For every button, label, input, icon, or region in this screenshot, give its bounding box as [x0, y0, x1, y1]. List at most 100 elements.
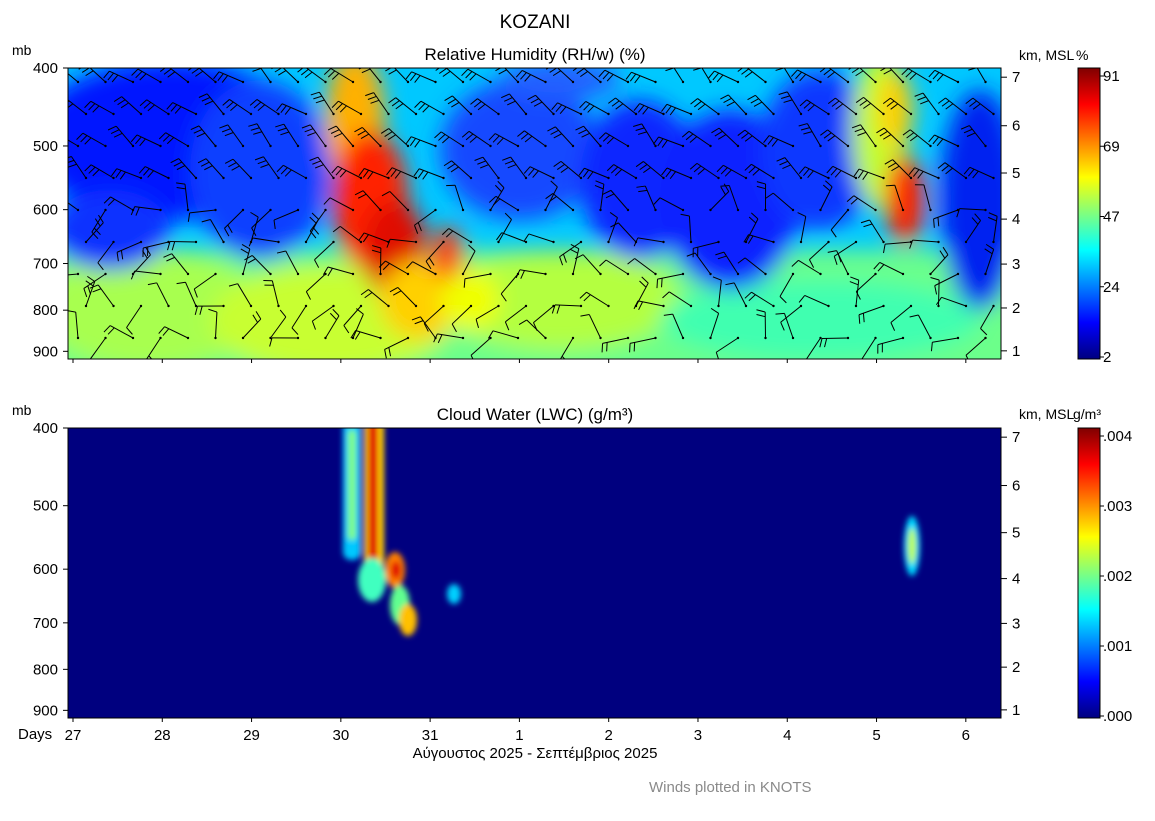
wind-barb-dot: [497, 304, 500, 308]
wind-barb-dot: [469, 240, 473, 244]
wind-barb-flag: [515, 70, 523, 78]
wind-barb-flag: [330, 129, 340, 134]
wind-barb-dot: [964, 112, 968, 116]
wind-barb: [505, 305, 527, 323]
wind-barb: [260, 68, 271, 83]
wind-barb-flag: [364, 292, 373, 299]
wind-barb-flag: [158, 132, 167, 140]
wind-barb-flag: [835, 103, 844, 110]
wind-barb-dot: [332, 112, 335, 116]
lwc-pressure-tick-label: 800: [33, 661, 58, 678]
wind-barb-flag: [689, 136, 698, 143]
wind-barb-flag: [291, 327, 299, 335]
wind-barb-flag: [120, 250, 124, 260]
wind-barb-flag: [880, 68, 887, 72]
wind-barb-flag: [68, 159, 75, 163]
wind-barb: [462, 250, 476, 275]
rh-pressure-tick-label: 600: [33, 202, 58, 219]
wind-barb-dot: [159, 272, 162, 276]
wind-barb: [733, 282, 747, 307]
wind-barb-dot: [984, 208, 987, 212]
wind-barb-dot: [956, 272, 960, 276]
wind-barb-flag: [941, 100, 950, 107]
wind-barb-flag: [311, 212, 319, 220]
wind-barb-dot: [524, 112, 528, 116]
wind-barb-flag: [775, 312, 785, 315]
wind-barb-flag: [771, 60, 780, 63]
wind-barb-dot: [772, 112, 775, 116]
wind-barb-flag: [88, 103, 96, 111]
wind-barb-dot: [791, 272, 795, 276]
wind-barb-flag: [747, 235, 754, 244]
wind-barb-dot: [736, 80, 740, 84]
wind-barb-dot: [662, 240, 665, 244]
wind-barb-dot: [937, 176, 940, 180]
wind-barb-dot: [414, 240, 418, 244]
wind-barb-flag: [886, 100, 895, 107]
wind-barb-dot: [662, 176, 665, 180]
wind-barb-flag: [174, 106, 182, 114]
wind-barb-dot: [249, 112, 253, 116]
lwc-colorbar-tick-label: .003: [1103, 498, 1132, 515]
wind-barb-flag: [559, 256, 564, 266]
wind-barb-dot: [214, 208, 217, 212]
wind-barb-dot: [689, 240, 693, 244]
wind-barb-flag: [781, 95, 790, 99]
wind-barb-flag: [582, 169, 590, 178]
wind-barb-dot: [984, 272, 987, 276]
wind-barb-dot: [552, 112, 555, 116]
wind-barb-dot: [379, 272, 382, 276]
wind-barb-flag: [823, 132, 832, 139]
wind-barb-flag: [413, 225, 419, 234]
wind-barb-flag: [663, 313, 673, 316]
wind-barb-flag: [323, 68, 332, 76]
wind-barb-flag: [385, 68, 392, 72]
wind-barb-flag: [633, 300, 639, 310]
wind-barb-flag: [583, 294, 591, 302]
wind-barb-dot: [241, 272, 245, 276]
wind-barb-dot: [662, 304, 665, 308]
wind-barb-flag: [965, 97, 974, 105]
wind-barb-flag: [433, 333, 438, 343]
wind-barb-dot: [194, 112, 198, 116]
wind-barb: [156, 282, 169, 307]
wind-barb-dot: [717, 112, 720, 116]
lwc-pressure-tick-label: 500: [33, 498, 58, 515]
wind-barb-flag: [193, 129, 203, 134]
wind-barb-dot: [304, 304, 308, 308]
wind-barb-dot: [159, 336, 162, 340]
wind-barb-flag: [853, 168, 860, 177]
wind-barb-flag: [417, 170, 424, 179]
wind-barb-dot: [351, 272, 355, 276]
wind-barb-flag: [465, 133, 474, 141]
wind-barb-flag: [576, 68, 585, 75]
wind-barb-flag: [163, 253, 172, 258]
wind-barb-flag: [139, 99, 148, 107]
wind-barb-flag: [587, 105, 595, 113]
wind-barb-flag: [716, 74, 724, 83]
wind-barb-dot: [607, 240, 610, 244]
wind-barb-dot: [112, 240, 115, 244]
wind-barb-flag: [92, 169, 100, 177]
day-tick-label: 5: [872, 727, 880, 744]
wind-barb-flag: [428, 257, 435, 266]
wind-barb-dot: [249, 304, 253, 308]
wind-barb-flag: [354, 126, 363, 133]
wind-barb-flag: [633, 237, 639, 247]
rh-panel-title: Relative Humidity (RH/w) (%): [424, 45, 646, 64]
wind-barb-dot: [689, 112, 693, 116]
wind-barb: [215, 312, 218, 339]
wind-barb-flag: [147, 104, 155, 112]
wind-barb-flag: [945, 103, 954, 110]
wind-barb-dot: [304, 176, 308, 180]
wind-barb: [451, 305, 472, 325]
wind-barb-flag: [750, 212, 759, 220]
wind-barb-dot: [167, 112, 170, 116]
wind-barb-flag: [863, 102, 872, 109]
wind-barb-flag: [602, 134, 611, 142]
wind-barb-flag: [80, 135, 88, 143]
wind-barb: [976, 68, 986, 83]
wind-barb-flag: [694, 100, 702, 108]
wind-barb-flag: [830, 168, 838, 176]
wind-barb-dot: [599, 208, 602, 212]
